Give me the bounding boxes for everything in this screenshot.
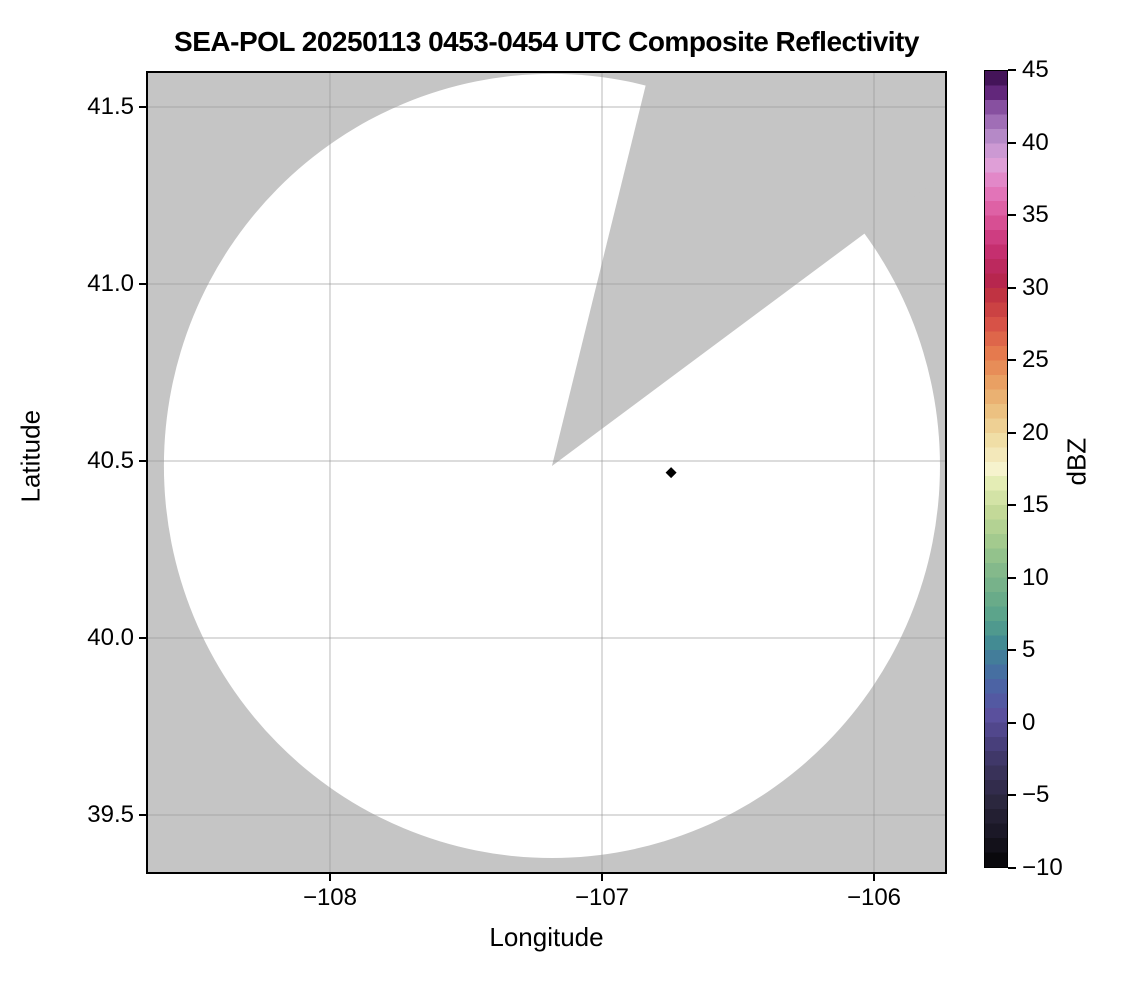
colorbar-tick-mark	[1008, 214, 1016, 217]
x-tick-mark	[600, 872, 603, 881]
blocked-sector-wedge	[551, 73, 945, 466]
x-tick-label: −107	[574, 884, 630, 911]
radar-ppi-plot	[148, 73, 945, 872]
colorbar-tick-label: 25	[1022, 346, 1049, 374]
y-tick-label: 40.0	[87, 623, 134, 651]
colorbar-tick-label: 30	[1022, 273, 1049, 301]
colorbar-tick-mark	[1008, 867, 1016, 869]
plot-area	[146, 71, 947, 874]
x-tick-mark	[328, 872, 331, 881]
colorbar-tick-mark	[1008, 794, 1016, 797]
colorbar-tick-label: 20	[1022, 418, 1049, 446]
y-axis-label: Latitude	[15, 409, 46, 503]
colorbar-tick-mark	[1008, 504, 1016, 507]
colorbar-tick-label: 45	[1022, 56, 1049, 83]
y-tick-label: 40.5	[87, 446, 134, 474]
y-tick-mark	[139, 459, 148, 462]
colorbar-tick-mark	[1008, 359, 1016, 362]
colorbar-tick-label: 5	[1022, 636, 1036, 664]
reflectivity-point-marker	[665, 467, 677, 479]
colorbar-gradient	[984, 70, 1008, 868]
colorbar-tick-mark	[1008, 69, 1016, 71]
colorbar-tick-label: 0	[1022, 708, 1036, 736]
colorbar-tick-label: 10	[1022, 563, 1049, 591]
colorbar-tick-mark	[1008, 721, 1016, 724]
colorbar-tick-mark	[1008, 649, 1016, 652]
colorbar-label: dBZ	[1061, 437, 1092, 486]
y-tick-mark	[139, 282, 148, 285]
x-tick-mark	[873, 872, 875, 881]
x-axis-label: Longitude	[489, 922, 604, 952]
y-tick-mark	[139, 636, 148, 639]
y-tick-label: 41.0	[87, 269, 134, 297]
colorbar-tick-label: 40	[1022, 128, 1049, 156]
x-tick-label: −106	[846, 884, 902, 911]
chart-title: SEA-POL 20250113 0453-0454 UTC Composite…	[174, 26, 919, 57]
x-tick-label: −108	[302, 884, 357, 911]
colorbar-tick-mark	[1008, 576, 1016, 579]
colorbar-tick-label: −10	[1022, 854, 1063, 881]
y-tick-label: 39.5	[87, 801, 134, 828]
colorbar-tick-mark	[1008, 141, 1016, 144]
colorbar-tick-label: 15	[1022, 491, 1049, 519]
colorbar-tick-label: 35	[1022, 201, 1049, 229]
colorbar-tick-label: −5	[1022, 781, 1050, 809]
colorbar-tick-mark	[1008, 286, 1016, 289]
y-tick-label: 41.5	[87, 92, 134, 120]
y-tick-mark	[139, 814, 148, 816]
colorbar-tick-mark	[1008, 431, 1016, 434]
y-tick-mark	[139, 105, 148, 108]
